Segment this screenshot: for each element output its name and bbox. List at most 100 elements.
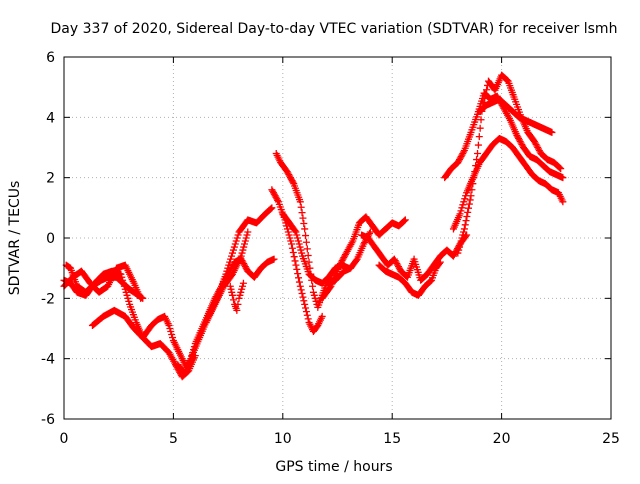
- data-point: [292, 261, 300, 269]
- data-point: [518, 140, 526, 148]
- data-point: [302, 304, 310, 312]
- data-point: [272, 193, 280, 201]
- data-point: [336, 261, 344, 269]
- data-point: [309, 288, 317, 296]
- data-point: [241, 237, 249, 245]
- data-point: [394, 261, 402, 269]
- x-tick-label: 5: [169, 431, 178, 447]
- grid: [64, 57, 611, 419]
- data-point: [241, 263, 249, 271]
- data-point: [456, 210, 464, 218]
- data-point: [288, 244, 296, 252]
- data-point: [435, 259, 443, 267]
- data-point: [289, 248, 297, 256]
- data-point: [337, 260, 345, 268]
- data-point: [238, 249, 246, 257]
- data-point: [269, 187, 277, 195]
- data-point: [390, 255, 398, 263]
- data-point: [559, 198, 567, 206]
- data-point: [283, 225, 291, 233]
- data-point: [337, 258, 345, 266]
- data-point: [302, 238, 310, 246]
- data-point: [460, 228, 468, 236]
- data-point: [300, 297, 308, 305]
- data-point: [237, 252, 245, 260]
- data-point: [310, 291, 318, 299]
- data-point: [301, 300, 309, 308]
- data-point: [230, 296, 238, 304]
- data-point: [230, 243, 238, 251]
- series-sat-track-5: [174, 204, 276, 378]
- series-sat-track-17: [476, 95, 556, 136]
- data-point: [137, 294, 145, 302]
- data-point: [461, 221, 469, 229]
- data-point: [395, 264, 403, 272]
- data-point: [454, 159, 462, 167]
- data-point: [288, 240, 296, 248]
- data-point: [474, 141, 482, 149]
- data-point: [293, 265, 301, 273]
- series-sat-track-11: [318, 213, 409, 302]
- x-tick-label: 20: [493, 431, 511, 447]
- y-tick-label: 6: [46, 50, 55, 66]
- series-sat-track-10: [279, 210, 352, 287]
- data-point: [227, 285, 235, 293]
- data-point: [400, 217, 408, 225]
- data-point: [292, 228, 300, 236]
- data-point: [291, 227, 299, 235]
- data-point: [483, 86, 491, 94]
- data-point: [296, 282, 304, 290]
- data-point: [270, 255, 278, 263]
- data-point: [556, 164, 564, 172]
- data-point: [285, 171, 293, 179]
- data-point: [169, 334, 177, 342]
- data-point: [234, 300, 242, 308]
- data-point: [118, 273, 126, 281]
- data-point: [233, 306, 241, 314]
- data-point: [268, 204, 276, 212]
- data-point: [476, 124, 484, 132]
- data-point: [166, 325, 174, 332]
- data-point: [530, 137, 538, 145]
- x-tick-label: 10: [274, 431, 292, 447]
- data-point: [296, 198, 304, 206]
- y-axis-label: SDTVAR / TECUs: [7, 181, 23, 296]
- series-sat-track-16: [449, 134, 567, 233]
- data-point: [391, 257, 399, 265]
- data-point: [475, 133, 483, 141]
- data-point: [270, 190, 278, 198]
- data-point: [503, 76, 511, 84]
- data-point: [344, 264, 352, 272]
- data-point: [318, 312, 326, 320]
- data-point: [226, 282, 234, 290]
- data-point: [241, 240, 249, 248]
- data-point: [224, 264, 232, 272]
- data-point: [290, 253, 298, 261]
- data-point: [294, 234, 302, 242]
- series-sat-track-2: [62, 261, 199, 381]
- data-point: [242, 234, 250, 242]
- data-point: [455, 156, 463, 164]
- data-point: [534, 144, 542, 151]
- series-sat-track-7: [202, 228, 252, 326]
- data-point: [303, 245, 311, 253]
- data-point: [117, 270, 125, 278]
- data-point: [298, 209, 306, 217]
- data-point: [535, 147, 543, 155]
- data-point: [119, 276, 127, 284]
- data-point: [515, 136, 523, 144]
- data-point: [232, 237, 240, 245]
- data-point: [286, 172, 294, 180]
- series-sat-track-12: [358, 231, 471, 284]
- data-point: [535, 145, 543, 153]
- data-point: [300, 220, 308, 228]
- x-tick-label: 25: [602, 431, 620, 447]
- data-point: [297, 203, 305, 211]
- data-point: [231, 240, 239, 248]
- data-point: [559, 174, 567, 182]
- data-point: [294, 237, 302, 245]
- data-point: [304, 315, 312, 323]
- data-point: [366, 228, 374, 236]
- series-sat-track-15: [454, 71, 565, 257]
